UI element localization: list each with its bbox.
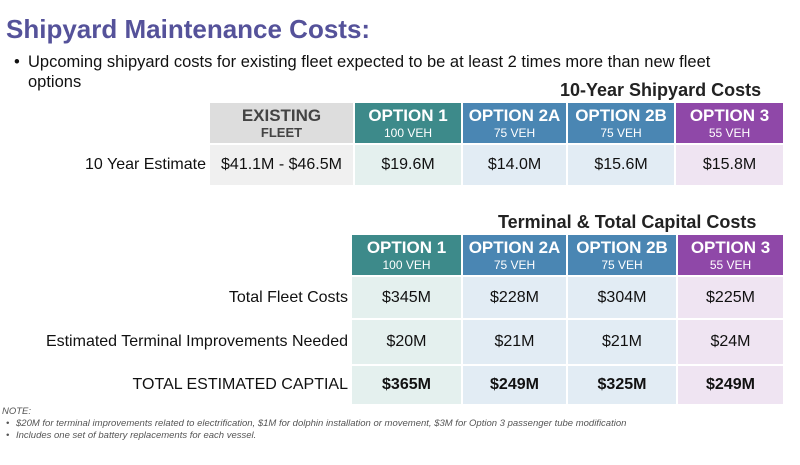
value-option-2a: $21M [463,320,566,364]
value-option-3: $15.8M [676,145,783,185]
value-option-3: $249M [678,366,783,404]
header-main: OPTION 2A [468,238,561,257]
header-option-2a: OPTION 2A 75 VEH [463,235,566,275]
header-main: EXISTING [241,106,322,125]
header-option-1: OPTION 1 100 VEH [352,235,461,275]
header-option-2b: OPTION 2B 75 VEH [568,235,676,275]
header-main: OPTION 2B [576,238,668,257]
header-sub: 55 VEH [709,258,752,272]
value-option-2b: $21M [568,320,676,364]
bullet-point: • Upcoming shipyard costs for existing f… [14,52,754,92]
header-option-1: OPTION 1 100 VEH [355,103,461,143]
value-option-2a: $228M [463,277,566,318]
header-sub: 100 VEH [382,258,431,272]
header-option-3: OPTION 3 55 VEH [676,103,783,143]
header-sub: 75 VEH [493,126,536,140]
header-option-3: OPTION 3 55 VEH [678,235,783,275]
value-option-2b: $15.6M [568,145,674,185]
row-label-10-year-estimate: 10 Year Estimate [85,156,206,173]
bullet-text: Upcoming shipyard costs for existing fle… [28,53,711,91]
header-sub: 55 VEH [708,126,751,140]
value-option-2a: $14.0M [463,145,566,185]
header-main: OPTION 2B [575,106,667,125]
header-main: OPTION 3 [689,106,770,125]
header-sub: FLEET [260,125,303,140]
terminal-table-title: Terminal & Total Capital Costs [498,212,757,232]
value-option-1: $19.6M [355,145,461,185]
header-main: OPTION 2A [468,106,561,125]
value-option-2b: $325M [568,366,676,404]
page-title: Shipyard Maintenance Costs: [6,14,371,44]
value-option-3: $24M [678,320,783,364]
note-item: Includes one set of battery replacements… [2,430,792,442]
header-main: OPTION 3 [690,238,771,257]
header-main: OPTION 1 [368,106,448,125]
header-option-2b: OPTION 2B 75 VEH [568,103,674,143]
value-option-1: $365M [352,366,461,404]
header-sub: 75 VEH [493,258,536,272]
row-label-total-fleet-costs: Total Fleet Costs [228,288,348,306]
note-item: $20M for terminal improvements related t… [2,418,792,430]
value-option-1: $20M [352,320,461,364]
notes: NOTE: $20M for terminal improvements rel… [2,406,792,442]
header-sub: 100 VEH [383,126,433,140]
row-label-total-estimated-capital: TOTAL ESTIMATED CAPTIAL [132,376,348,393]
value-option-3: $225M [678,277,783,318]
header-main: OPTION 1 [366,238,447,257]
header-sub: 75 VEH [601,258,643,272]
value-existing-fleet: $41.1M - $46.5M [210,145,353,185]
row-label-terminal-improvements: Estimated Terminal Improvements Needed [45,333,348,350]
header-existing-fleet: EXISTING FLEET [210,103,353,143]
value-option-1: $345M [352,277,461,318]
value-option-2b: $304M [568,277,676,318]
shipyard-table-title: 10-Year Shipyard Costs [560,80,762,100]
header-sub: 75 VEH [600,126,642,140]
notes-label: NOTE: [2,406,32,417]
bullet-dot: • [14,53,20,71]
value-option-2a: $249M [463,366,566,404]
header-option-2a: OPTION 2A 75 VEH [463,103,566,143]
